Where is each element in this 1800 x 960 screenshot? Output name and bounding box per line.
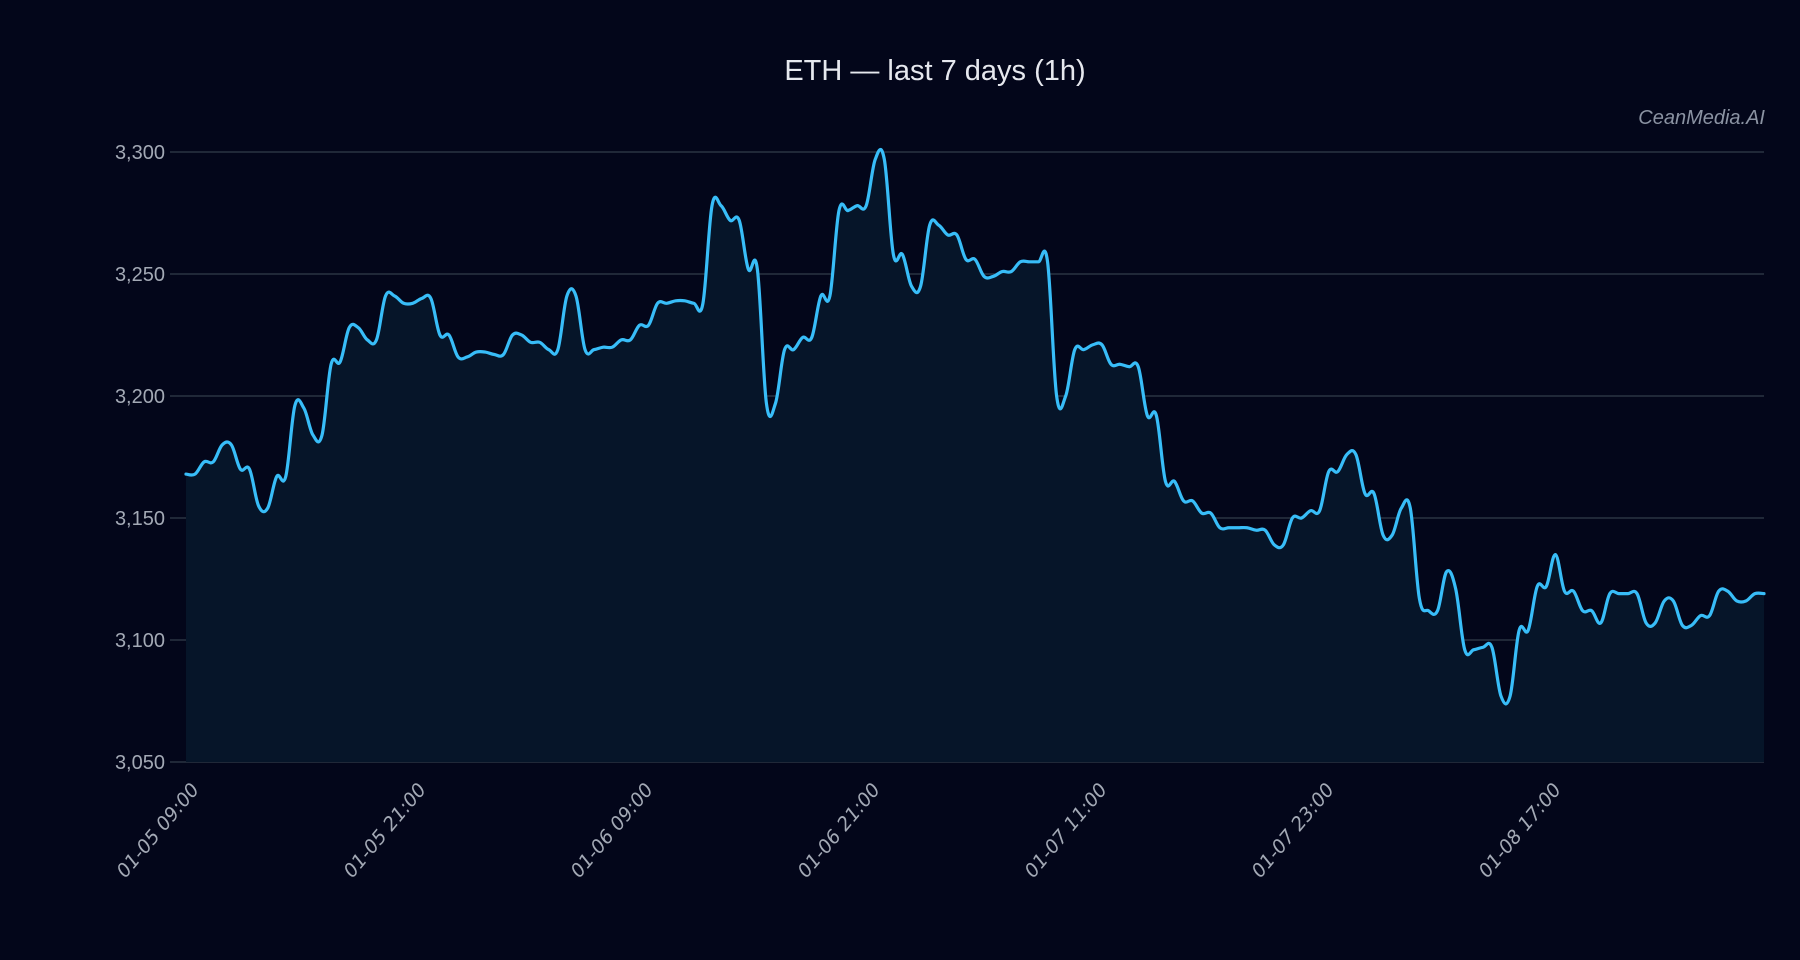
x-tick-label: 01-07 11:00 xyxy=(1020,779,1111,882)
x-tick-label: 01-05 21:00 xyxy=(339,779,430,882)
y-axis: 3,050 3,100 3,150 3,200 3,250 3,300 xyxy=(115,142,165,774)
y-tick-label: 3,050 xyxy=(115,752,165,774)
x-tick-label: 01-06 09:00 xyxy=(566,779,657,882)
x-tick-label: 01-07 23:00 xyxy=(1247,779,1338,882)
x-tick-label: 01-05 09:00 xyxy=(112,779,203,882)
y-tick-label: 3,150 xyxy=(115,508,165,530)
y-tick-label: 3,300 xyxy=(115,142,165,164)
y-tick-label: 3,250 xyxy=(115,264,165,286)
area-fill xyxy=(186,149,1764,762)
price-line xyxy=(184,147,1766,706)
y-tick-label: 3,100 xyxy=(115,630,165,652)
chart-title: ETH — last 7 days (1h) xyxy=(784,55,1086,87)
x-tick-label: 01-08 17:00 xyxy=(1474,779,1565,882)
y-tick-label: 3,200 xyxy=(115,386,165,408)
x-tick-label: 01-06 21:00 xyxy=(793,779,884,882)
watermark: CeanMedia.AI xyxy=(1638,107,1765,129)
x-axis: 01-05 09:00 01-05 21:00 01-06 09:00 01-06 2… xyxy=(112,779,1565,882)
